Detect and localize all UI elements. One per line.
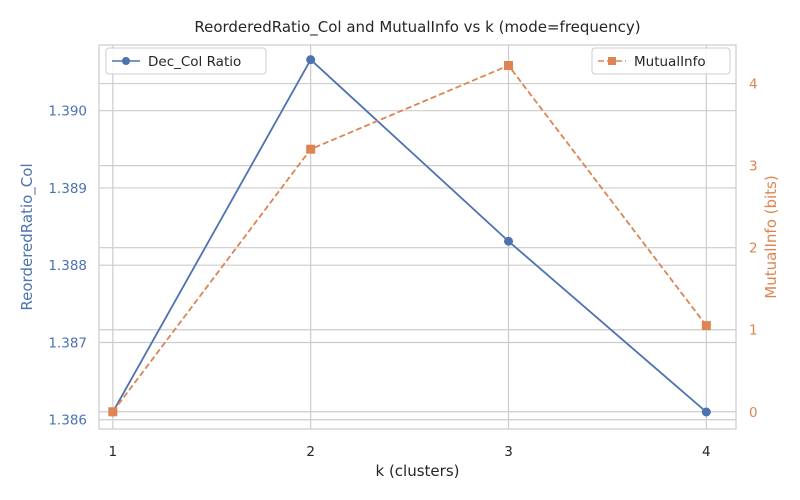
left-axis-ticks: 1.386 1.387 1.388 1.389 1.390 bbox=[48, 104, 87, 429]
right-tick-label: 0 bbox=[749, 405, 758, 421]
left-tick-label: 1.388 bbox=[48, 258, 87, 274]
left-tick-label: 1.387 bbox=[48, 335, 87, 351]
series-2-point bbox=[108, 407, 118, 417]
left-tick-label: 1.390 bbox=[48, 104, 87, 120]
series-1-point bbox=[701, 407, 711, 417]
legend-left-label: Dec_Col Ratio bbox=[148, 54, 241, 70]
right-axis-ticks: 0 1 2 3 4 bbox=[749, 77, 758, 421]
x-tick-label: 4 bbox=[702, 444, 711, 460]
grid bbox=[99, 45, 736, 429]
series-line-2 bbox=[112, 64, 708, 413]
left-tick-label: 1.386 bbox=[48, 413, 87, 429]
legend-right-label: MutualInfo bbox=[634, 54, 706, 70]
series-2-point bbox=[701, 321, 711, 331]
series-2-point bbox=[306, 144, 316, 154]
x-axis-ticks: 1 2 3 4 bbox=[109, 444, 711, 460]
series-line-1 bbox=[112, 58, 707, 413]
left-axis-label: ReorderedRatio_Col bbox=[18, 163, 37, 310]
plot-frame bbox=[98, 44, 737, 430]
legend-left-box bbox=[105, 47, 267, 75]
legend-right: MutualInfo bbox=[591, 47, 731, 75]
x-tick-label: 3 bbox=[504, 444, 513, 460]
x-axis-label: k (clusters) bbox=[376, 462, 460, 480]
legend-right-box bbox=[591, 47, 731, 75]
series-1-point bbox=[306, 55, 316, 65]
series bbox=[108, 55, 711, 417]
left-tick-label: 1.389 bbox=[48, 181, 87, 197]
legend-left-swatch-marker bbox=[122, 57, 130, 65]
right-tick-label: 3 bbox=[749, 159, 758, 175]
right-axis-label: MutualInfo (bits) bbox=[762, 175, 780, 298]
legend-left: Dec_Col Ratio bbox=[105, 47, 267, 75]
x-tick-label: 2 bbox=[306, 444, 315, 460]
right-tick-label: 2 bbox=[749, 241, 758, 257]
right-tick-label: 4 bbox=[749, 77, 758, 93]
series-1-point bbox=[504, 236, 513, 246]
x-tick-label: 1 bbox=[109, 444, 118, 460]
series-2-point bbox=[504, 61, 513, 71]
chart-title: ReorderedRatio_Col and MutualInfo vs k (… bbox=[194, 18, 640, 37]
right-tick-label: 1 bbox=[749, 323, 758, 339]
legend-right-swatch-marker bbox=[608, 57, 616, 65]
